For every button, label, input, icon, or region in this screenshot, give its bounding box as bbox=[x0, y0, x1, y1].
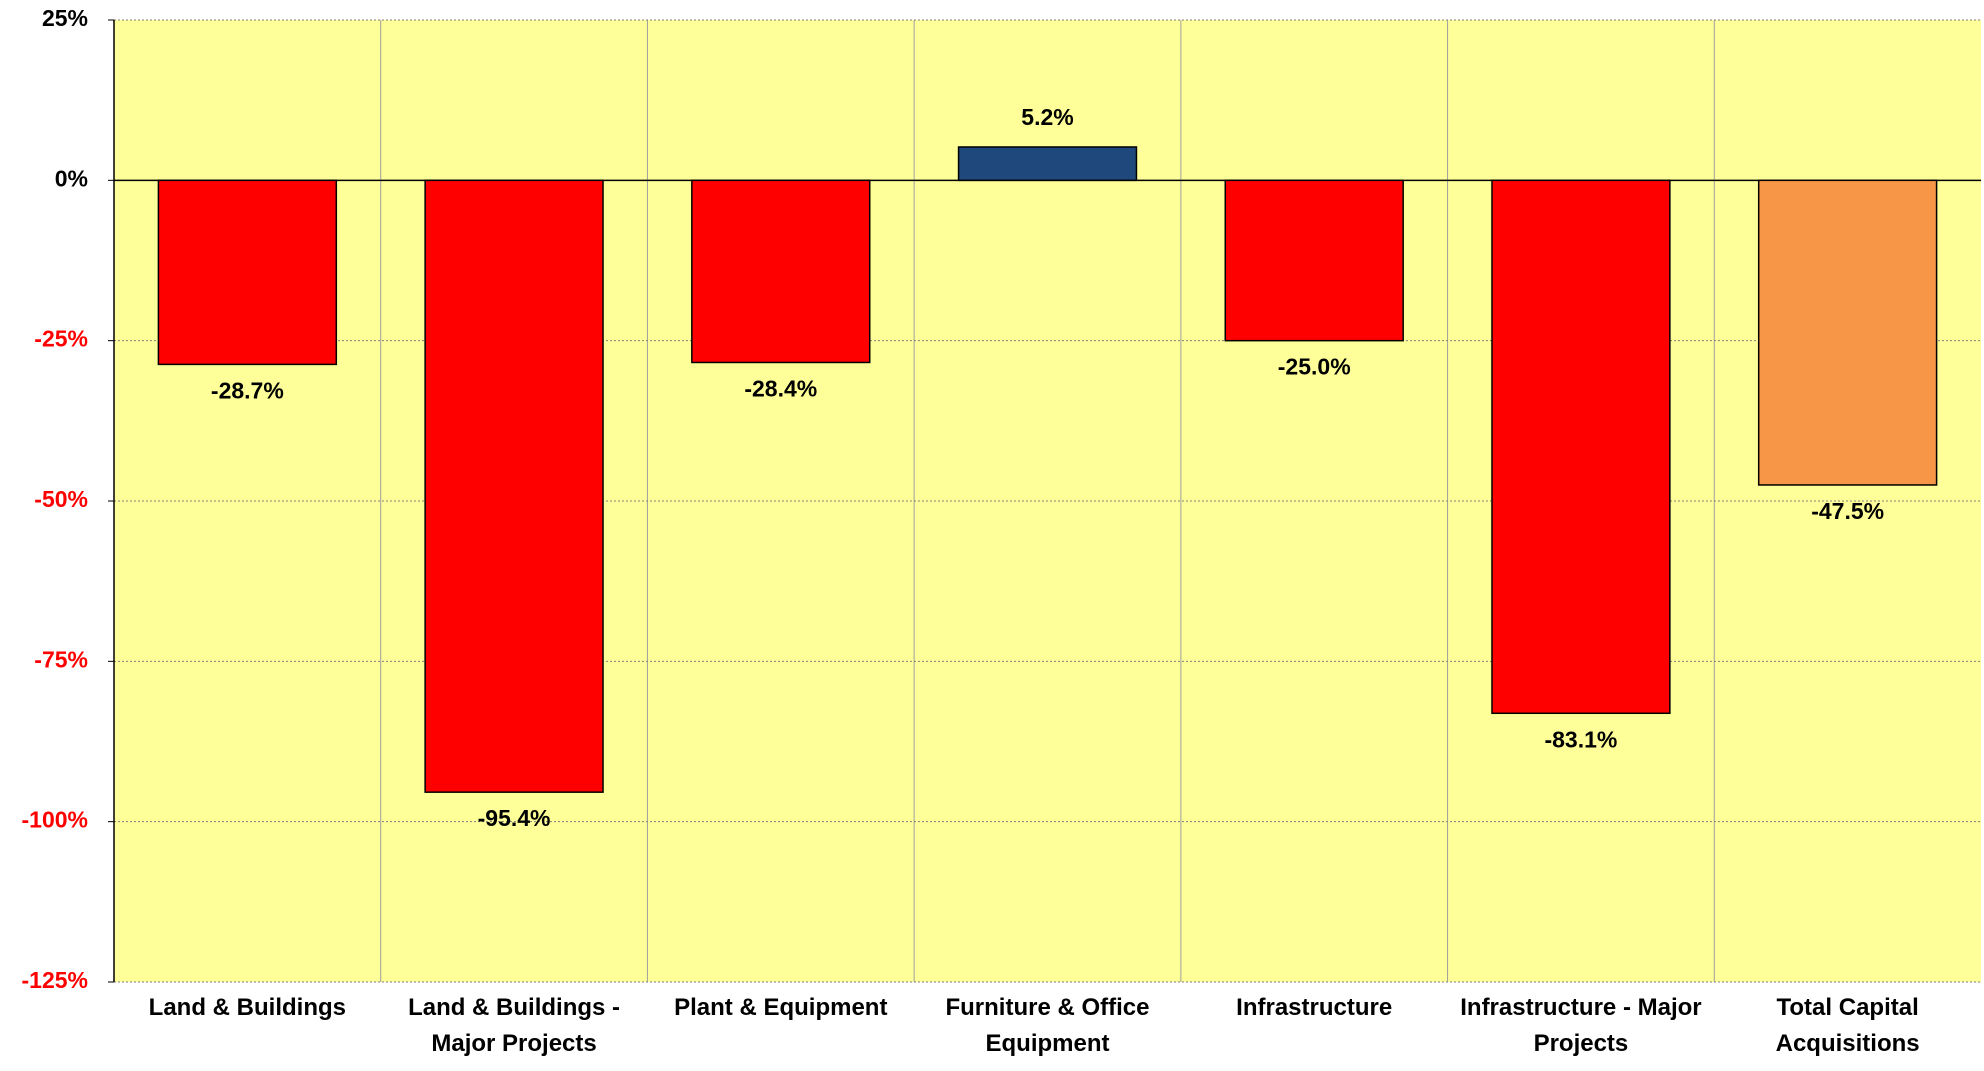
bar bbox=[1757, 179, 1938, 486]
x-tick-label: Land & Buildings bbox=[148, 994, 346, 1021]
data-label: 5.2% bbox=[1021, 104, 1073, 130]
x-tick-label: Infrastructure bbox=[1236, 994, 1393, 1021]
y-tick-label: -125% bbox=[22, 967, 88, 993]
data-label: -95.4% bbox=[478, 805, 551, 831]
x-tick-label: Total Capital Acquisitions bbox=[1775, 994, 1920, 1057]
bar bbox=[157, 179, 338, 366]
bar bbox=[1224, 179, 1404, 342]
data-label: -47.5% bbox=[1811, 498, 1884, 524]
bar bbox=[691, 179, 871, 364]
bar bbox=[957, 146, 1138, 182]
bar bbox=[424, 179, 604, 793]
x-tick-label: Plant & Equipment bbox=[674, 994, 888, 1021]
y-tick-label: 25% bbox=[42, 5, 88, 31]
x-tick-label: Land & Buildings - Major Projects bbox=[408, 994, 621, 1057]
data-label: -25.0% bbox=[1278, 354, 1351, 380]
x-tick-label: Infrastructure - Major Projects bbox=[1460, 994, 1702, 1057]
y-tick-label: -75% bbox=[34, 646, 88, 672]
data-label: -83.1% bbox=[1544, 726, 1617, 752]
y-tick-label: -100% bbox=[22, 807, 88, 833]
y-tick-label: -25% bbox=[34, 326, 88, 352]
data-label: -28.4% bbox=[744, 376, 817, 402]
data-label: -28.7% bbox=[211, 377, 284, 403]
y-tick-label: -50% bbox=[34, 486, 88, 512]
y-tick-label: 0% bbox=[55, 165, 88, 191]
bar bbox=[1491, 179, 1671, 715]
x-tick-label: Furniture & Office Equipment bbox=[945, 994, 1150, 1057]
